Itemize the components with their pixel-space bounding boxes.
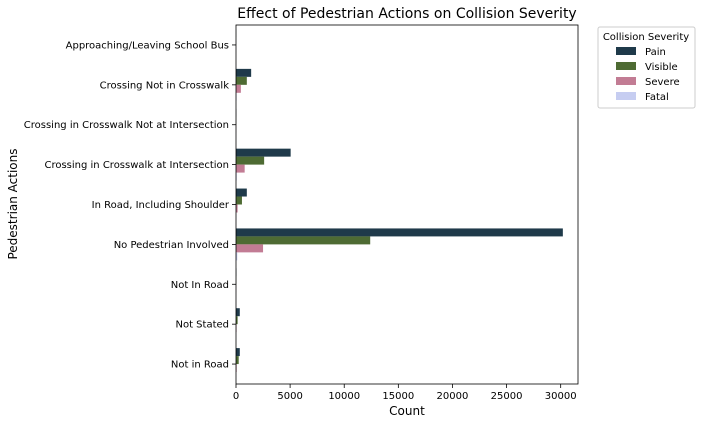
legend-entry-visible: Visible xyxy=(645,62,678,73)
axes-frame xyxy=(235,24,579,385)
legend-entry-pain: Pain xyxy=(645,47,666,58)
y-tick-label: Not Stated xyxy=(175,320,229,331)
legend-swatch-fatal xyxy=(616,92,636,100)
x-tick-label: 20000 xyxy=(437,391,469,402)
y-tick-label: Approaching/Leaving School Bus xyxy=(66,40,229,51)
bar-fatal-5 xyxy=(236,252,238,261)
x-tick-label: 30000 xyxy=(545,391,577,402)
bar-visible-5 xyxy=(236,236,371,245)
x-tick-label: 25000 xyxy=(491,391,523,402)
y-tick-label: In Road, Including Shoulder xyxy=(92,200,230,211)
y-axis-label: Pedestrian Actions xyxy=(6,148,20,259)
x-axis-label: Count xyxy=(389,404,425,418)
legend-entry-fatal: Fatal xyxy=(645,92,669,103)
bar-pain-7 xyxy=(236,308,240,317)
bar-pain-8 xyxy=(236,348,240,357)
x-tick-label: 15000 xyxy=(382,391,414,402)
legend-swatch-visible xyxy=(616,62,636,70)
y-tick-label: Not In Road xyxy=(171,280,229,291)
y-tick-label: Not in Road xyxy=(171,360,229,371)
bar-visible-1 xyxy=(236,76,247,85)
x-tick-label: 10000 xyxy=(328,391,360,402)
y-tick-label: Crossing in Crosswalk Not at Intersectio… xyxy=(24,120,229,131)
bar-severe-1 xyxy=(236,84,241,93)
legend-swatch-pain xyxy=(616,47,636,55)
bar-pain-1 xyxy=(236,68,252,77)
x-tick-label: 0 xyxy=(233,391,239,402)
y-tick-label: No Pedestrian Involved xyxy=(114,240,229,251)
legend-entry-severe: Severe xyxy=(645,77,680,88)
bar-visible-8 xyxy=(236,356,239,365)
bar-pain-3 xyxy=(236,148,291,157)
bar-visible-4 xyxy=(236,196,242,205)
legend: Collision Severity Pain Visible Severe Fata… xyxy=(597,26,696,109)
y-tick-label: Crossing Not in Crosswalk xyxy=(100,80,230,91)
bar-visible-3 xyxy=(236,156,265,165)
legend-title: Collision Severity xyxy=(603,32,689,43)
bar-pain-4 xyxy=(236,188,247,197)
bar-pain-5 xyxy=(236,228,563,237)
bar-severe-3 xyxy=(236,164,245,173)
bar-visible-7 xyxy=(236,316,238,325)
plot-area: Approaching/Leaving School Bus Crossing N… xyxy=(24,24,579,402)
y-tick-label: Crossing in Crosswalk at Intersection xyxy=(44,160,229,171)
x-tick-label: 5000 xyxy=(277,391,302,402)
chart-title: Effect of Pedestrian Actions on Collisio… xyxy=(237,6,576,22)
bar-severe-4 xyxy=(236,204,238,213)
bar-severe-5 xyxy=(236,244,264,253)
legend-swatch-severe xyxy=(616,77,636,85)
